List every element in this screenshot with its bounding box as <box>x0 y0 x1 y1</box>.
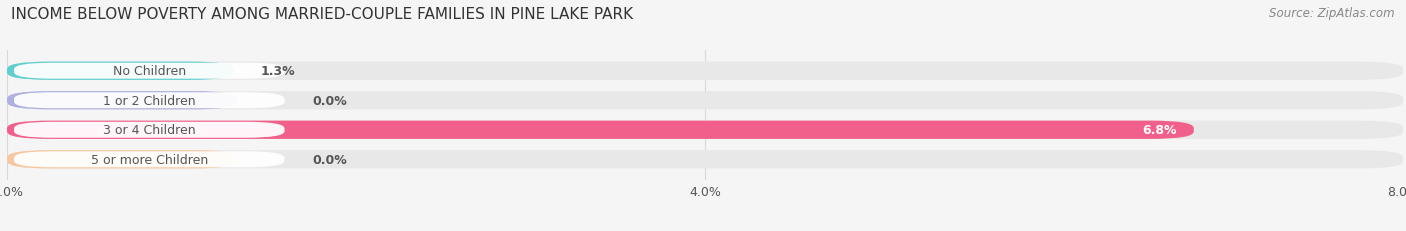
Text: 1.3%: 1.3% <box>260 65 295 78</box>
Text: Source: ZipAtlas.com: Source: ZipAtlas.com <box>1270 7 1395 20</box>
Text: 5 or more Children: 5 or more Children <box>90 153 208 166</box>
FancyBboxPatch shape <box>14 122 284 138</box>
FancyBboxPatch shape <box>14 93 284 109</box>
FancyBboxPatch shape <box>14 152 284 167</box>
FancyBboxPatch shape <box>7 150 238 169</box>
Text: 0.0%: 0.0% <box>312 94 347 107</box>
FancyBboxPatch shape <box>7 121 1403 139</box>
Text: No Children: No Children <box>112 65 186 78</box>
FancyBboxPatch shape <box>7 121 1194 139</box>
FancyBboxPatch shape <box>14 64 284 79</box>
FancyBboxPatch shape <box>7 62 233 81</box>
Text: 6.8%: 6.8% <box>1142 124 1177 137</box>
Text: INCOME BELOW POVERTY AMONG MARRIED-COUPLE FAMILIES IN PINE LAKE PARK: INCOME BELOW POVERTY AMONG MARRIED-COUPL… <box>11 7 633 22</box>
FancyBboxPatch shape <box>7 92 238 110</box>
Text: 3 or 4 Children: 3 or 4 Children <box>103 124 195 137</box>
FancyBboxPatch shape <box>7 62 1403 81</box>
Text: 0.0%: 0.0% <box>312 153 347 166</box>
FancyBboxPatch shape <box>7 150 1403 169</box>
FancyBboxPatch shape <box>7 92 1403 110</box>
Text: 1 or 2 Children: 1 or 2 Children <box>103 94 195 107</box>
